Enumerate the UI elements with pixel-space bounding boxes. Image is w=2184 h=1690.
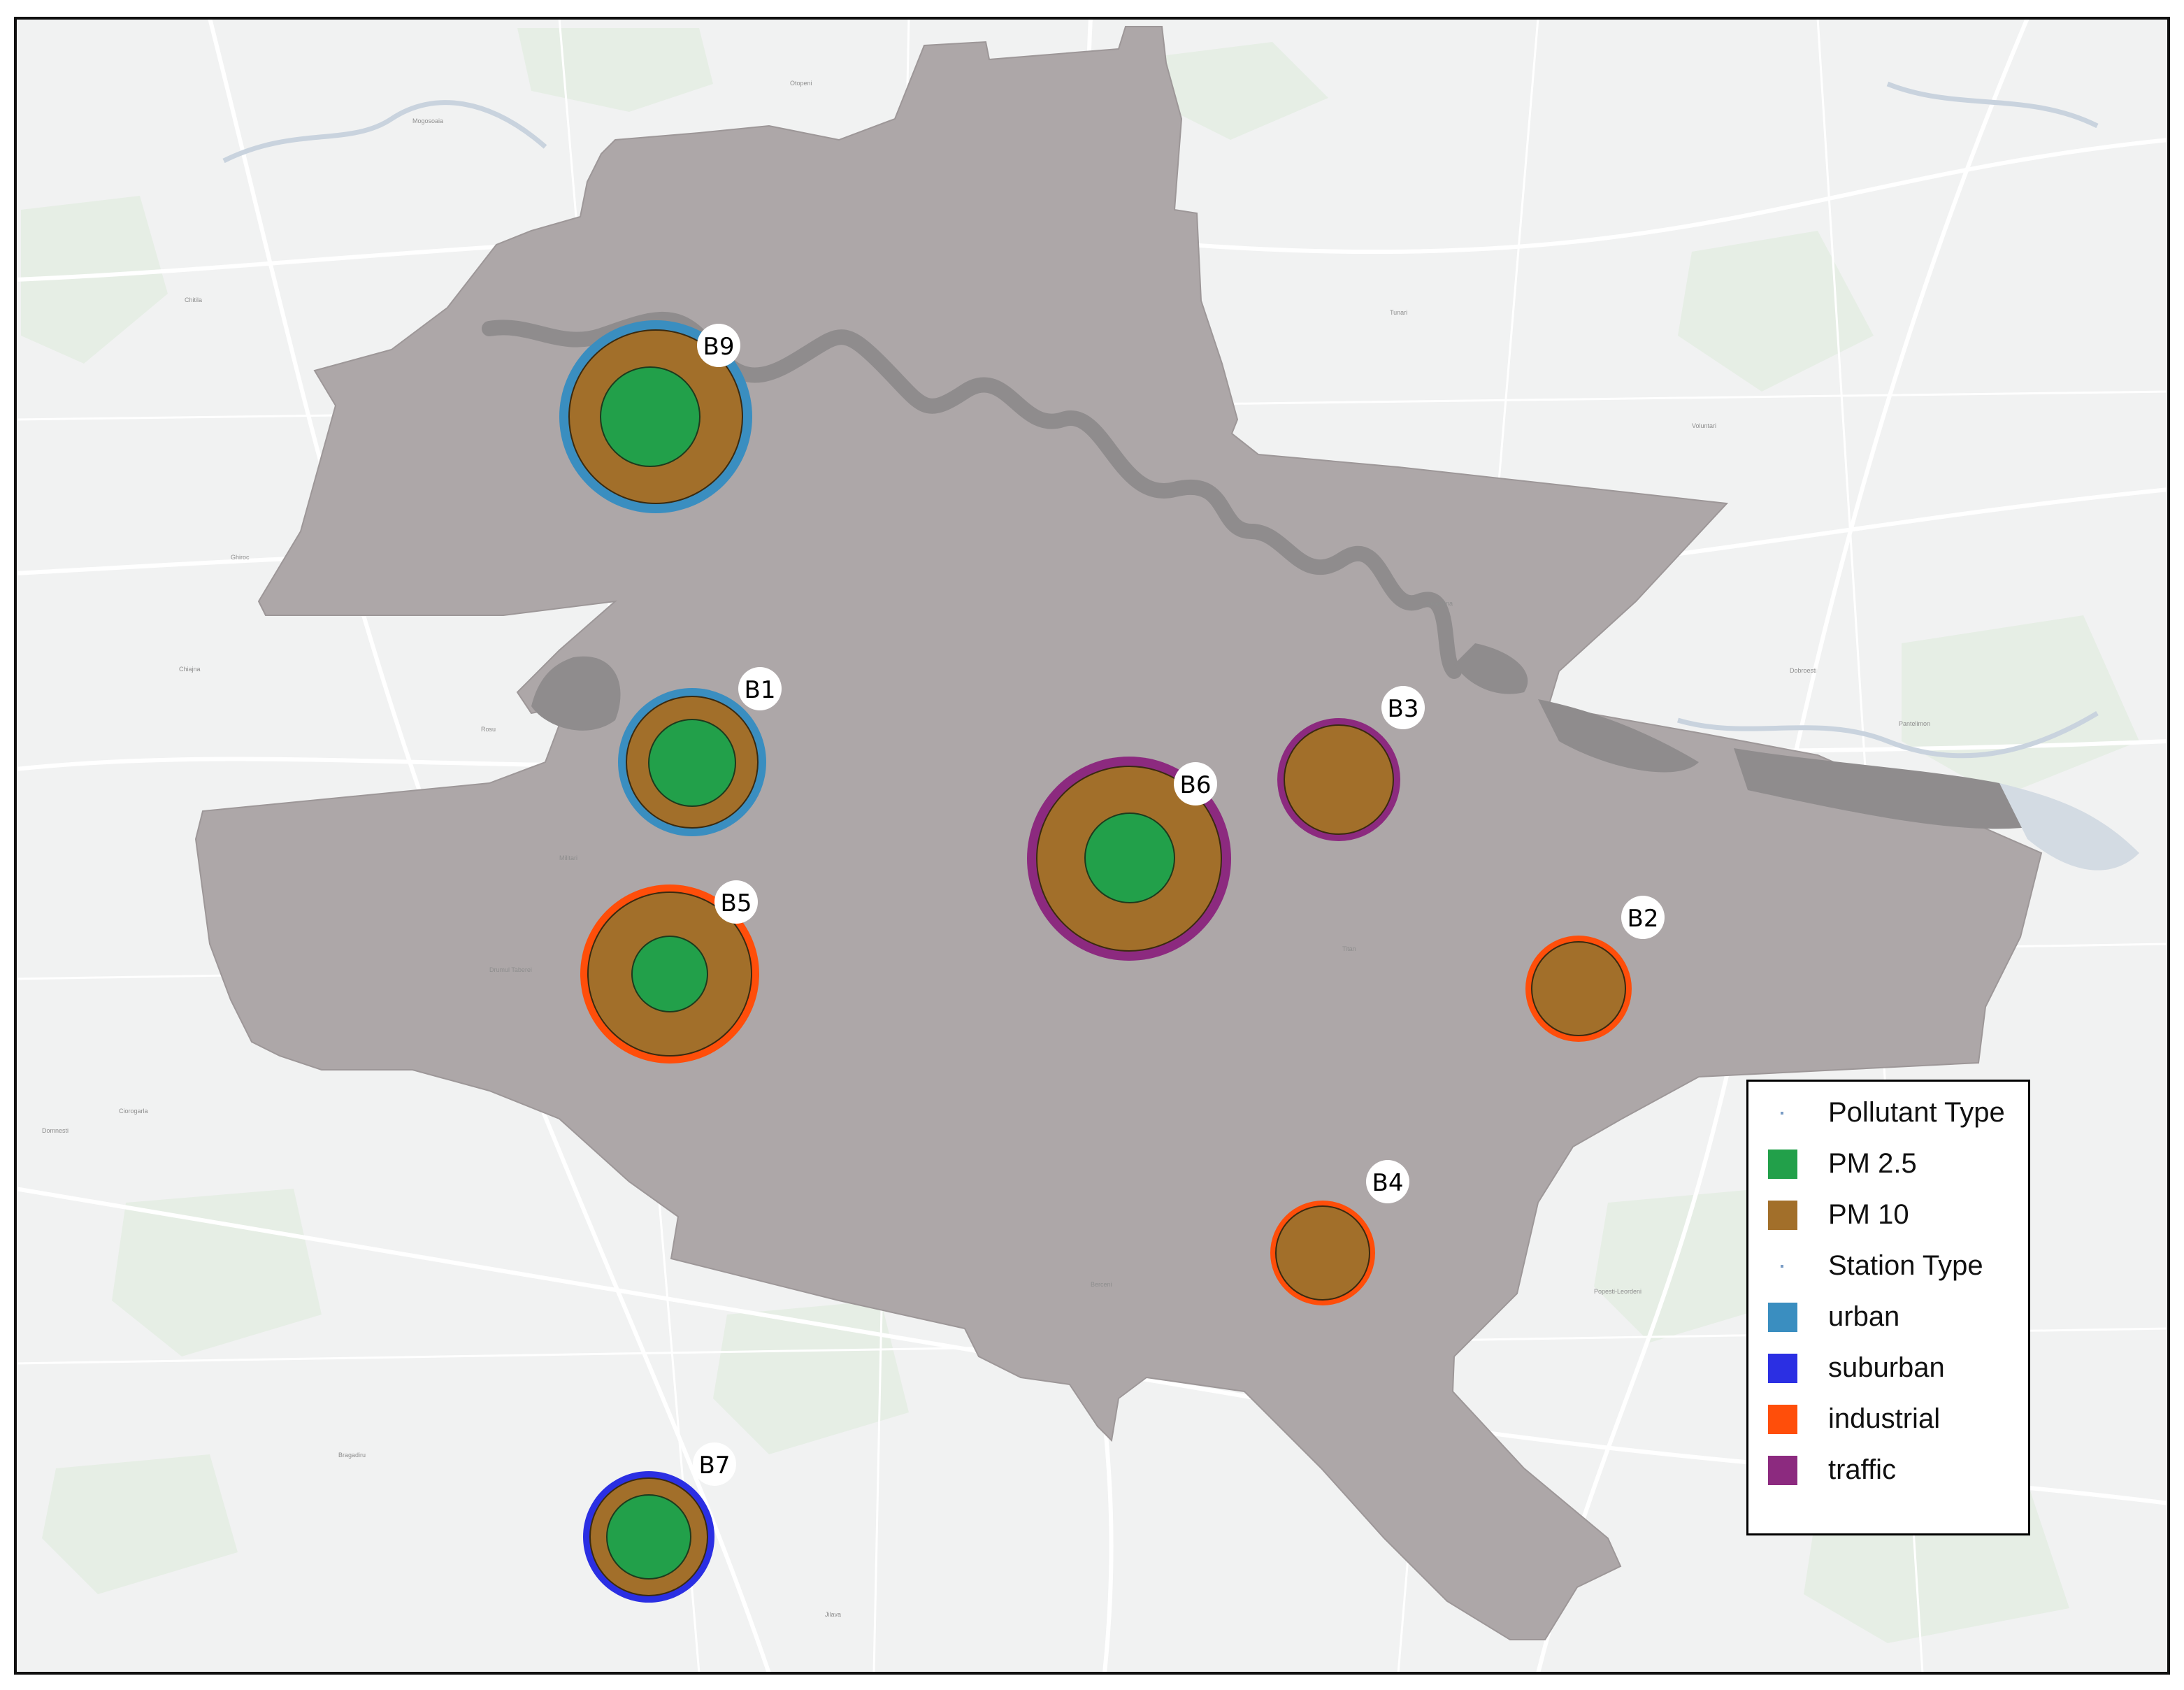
station-b3-pm10-disc xyxy=(1284,724,1394,835)
station-b5[interactable]: B5 xyxy=(580,880,759,1064)
station-b1-pm25-disc xyxy=(648,719,736,807)
legend-pollutant-header: Pollutant Type xyxy=(1748,1093,2028,1135)
station-b1[interactable]: B1 xyxy=(618,667,782,836)
legend-header-marker xyxy=(1781,1112,1783,1115)
legend-item-suburban: suburban xyxy=(1748,1348,2028,1390)
place-label: Otopeni xyxy=(790,80,812,87)
place-label: Chiajna xyxy=(179,666,201,673)
station-b2[interactable]: B2 xyxy=(1525,896,1665,1042)
station-b1-label: B1 xyxy=(745,676,776,704)
place-label: Militari xyxy=(559,854,577,861)
place-label: Colentina xyxy=(1426,600,1453,607)
legend-item-traffic: traffic xyxy=(1748,1450,2028,1492)
legend-header-marker xyxy=(1781,1265,1783,1268)
legend-item-label: traffic xyxy=(1828,1454,1897,1485)
station-b3-label-badge xyxy=(1381,686,1425,729)
legend-swatch-urban xyxy=(1768,1303,1797,1332)
basemap-place-labels: Chitila Mogosoaia Voluntari Pantelimon C… xyxy=(42,80,1930,1618)
station-b7-label-badge xyxy=(693,1442,736,1486)
place-label: Jilava xyxy=(825,1611,841,1618)
city-lakes xyxy=(531,643,2041,829)
legend-swatch-traffic xyxy=(1768,1456,1797,1485)
station-b5-pm25-disc xyxy=(631,936,708,1012)
legend-item-label: urban xyxy=(1828,1301,1900,1332)
station-b4[interactable]: B4 xyxy=(1270,1160,1409,1305)
legend-station-header-label: Station Type xyxy=(1828,1250,1983,1281)
station-b9-label: B9 xyxy=(703,333,735,361)
legend-item-label: PM 10 xyxy=(1828,1199,1909,1230)
legend-item-industrial: industrial xyxy=(1748,1399,2028,1441)
station-b5-label-badge xyxy=(714,880,758,924)
place-label: Tunari xyxy=(1390,309,1407,316)
place-label: Voluntari xyxy=(1692,422,1716,429)
station-b9-label-badge xyxy=(697,324,740,367)
station-b2-label-badge xyxy=(1621,896,1665,939)
legend-item-label: industrial xyxy=(1828,1403,1941,1434)
place-label: Domnesti xyxy=(42,1127,69,1134)
station-b9[interactable]: B9 xyxy=(559,320,752,513)
place-label: Bragadiru xyxy=(338,1452,366,1459)
legend-swatch-pm25 xyxy=(1768,1150,1797,1179)
station-b7-label: B7 xyxy=(699,1452,731,1480)
place-label: Popesti-Leordeni xyxy=(1594,1288,1641,1295)
basemap-outer-rivers xyxy=(222,81,2099,759)
legend-swatch-pm10 xyxy=(1768,1201,1797,1230)
place-label: Ghiroc xyxy=(231,554,250,561)
station-b6[interactable]: B6 xyxy=(1027,757,1231,961)
legend-item-urban: urban xyxy=(1748,1297,2028,1339)
station-b3-label: B3 xyxy=(1388,695,1419,723)
legend-pollutant-header-label: Pollutant Type xyxy=(1828,1097,2005,1128)
place-label: Titan xyxy=(1342,945,1356,952)
station-b4-pm10-disc xyxy=(1275,1205,1370,1301)
station-b9-pm25-disc xyxy=(600,366,701,467)
station-b6-label-badge xyxy=(1174,762,1217,805)
station-b7[interactable]: B7 xyxy=(583,1442,736,1603)
station-b4-label: B4 xyxy=(1372,1169,1404,1197)
station-b5-label: B5 xyxy=(721,889,752,917)
station-b6-label: B6 xyxy=(1180,771,1212,799)
place-label: Ciorogarla xyxy=(119,1108,148,1115)
station-b6-pm25-disc xyxy=(1084,812,1175,903)
place-label: Drumul Taberei xyxy=(489,966,532,973)
legend-item-label: PM 2.5 xyxy=(1828,1148,1917,1179)
map-legend: Pollutant Type PM 2.5 PM 10 Station Type… xyxy=(1746,1080,2030,1535)
place-label: Rosu xyxy=(481,726,496,733)
place-label: Chitila xyxy=(185,296,202,303)
legend-swatch-industrial xyxy=(1768,1405,1797,1434)
place-label: Dobroesti xyxy=(1790,667,1817,674)
legend-swatch-suburban xyxy=(1768,1354,1797,1383)
station-b2-label: B2 xyxy=(1628,905,1659,933)
station-b1-label-badge xyxy=(738,667,782,710)
place-label: Pantelimon xyxy=(1899,720,1930,727)
legend-item-pm10: PM 10 xyxy=(1748,1195,2028,1237)
station-b2-pm10-disc xyxy=(1531,941,1626,1036)
station-b4-label-badge xyxy=(1366,1160,1409,1203)
station-b3[interactable]: B3 xyxy=(1277,686,1425,841)
place-label: Berceni xyxy=(1091,1281,1112,1288)
legend-item-label: suburban xyxy=(1828,1352,1945,1383)
legend-item-pm25: PM 2.5 xyxy=(1748,1144,2028,1186)
legend-station-header: Station Type xyxy=(1748,1246,2028,1288)
map-frame xyxy=(14,17,2170,1675)
place-label: Mogosoaia xyxy=(412,117,443,124)
basemap-lakes-outer xyxy=(1999,783,2139,871)
station-b7-pm25-disc xyxy=(606,1494,691,1580)
